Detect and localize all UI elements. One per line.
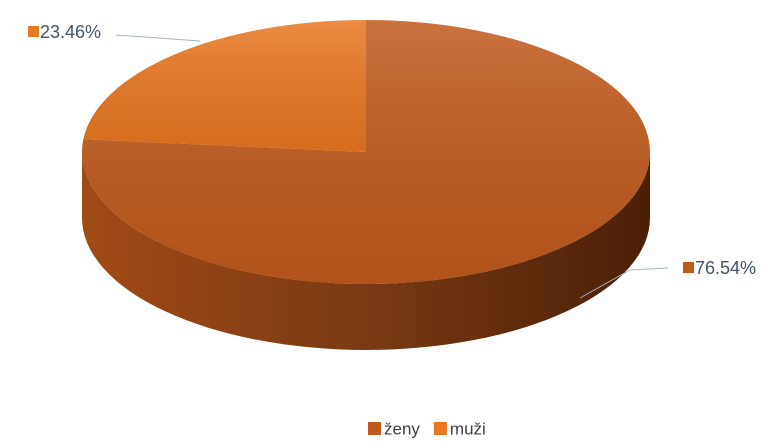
legend-swatch (368, 422, 381, 435)
label-swatch (28, 26, 39, 37)
data-label: 23.46% (40, 22, 101, 42)
leader-line (115, 34, 201, 42)
legend-label: ženy (384, 419, 420, 438)
label-swatch (683, 262, 694, 273)
slice-shade (83, 20, 367, 152)
slice (82, 20, 651, 350)
legend-swatch (433, 422, 447, 435)
data-label: 76.54% (695, 258, 756, 278)
legend-label: muži (450, 419, 486, 438)
slice-shade (82, 20, 651, 284)
leader-line (579, 267, 669, 299)
slice-side (82, 152, 650, 350)
slice (83, 20, 367, 152)
